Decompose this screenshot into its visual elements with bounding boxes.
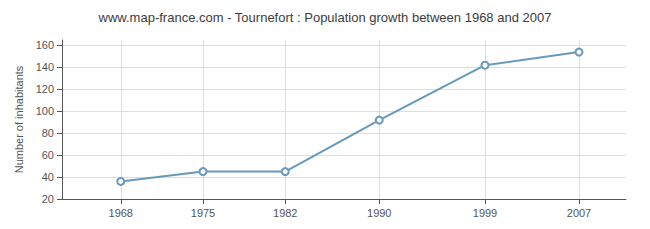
svg-text:1982: 1982 — [273, 207, 297, 219]
svg-text:2007: 2007 — [567, 207, 591, 219]
svg-text:60: 60 — [42, 149, 54, 161]
svg-text:160: 160 — [36, 39, 54, 51]
svg-text:80: 80 — [42, 127, 54, 139]
svg-text:100: 100 — [36, 105, 54, 117]
svg-text:40: 40 — [42, 171, 54, 183]
svg-text:Number of inhabitants: Number of inhabitants — [13, 65, 25, 173]
svg-text:1999: 1999 — [473, 207, 497, 219]
svg-text:1968: 1968 — [109, 207, 133, 219]
svg-text:www.map-france.com - Tournefor: www.map-france.com - Tournefort : Popula… — [98, 10, 552, 25]
svg-text:20: 20 — [42, 193, 54, 205]
svg-text:1990: 1990 — [367, 207, 391, 219]
svg-text:1975: 1975 — [191, 207, 215, 219]
svg-text:120: 120 — [36, 83, 54, 95]
svg-text:140: 140 — [36, 61, 54, 73]
